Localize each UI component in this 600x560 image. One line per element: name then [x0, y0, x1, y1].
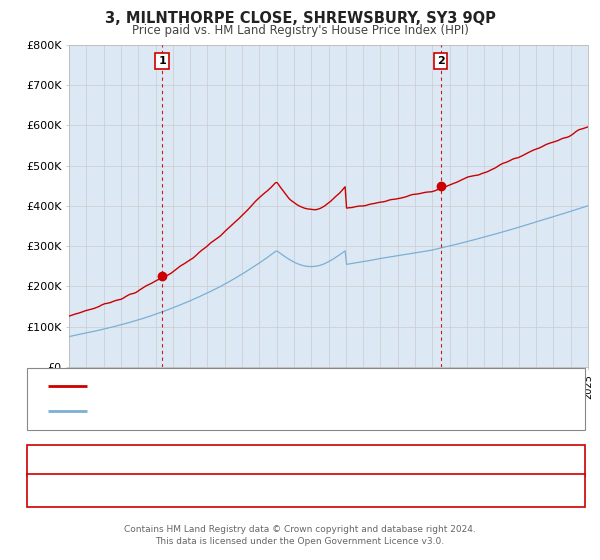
Text: Contains HM Land Registry data © Crown copyright and database right 2024.: Contains HM Land Registry data © Crown c… [124, 525, 476, 534]
Text: 62% ↑ HPI: 62% ↑ HPI [444, 486, 504, 496]
Text: 3, MILNTHORPE CLOSE, SHREWSBURY, SY3 9QP (detached house): 3, MILNTHORPE CLOSE, SHREWSBURY, SY3 9QP… [93, 381, 454, 391]
Text: 28-JUN-2016: 28-JUN-2016 [109, 486, 179, 496]
Text: 1: 1 [158, 56, 166, 66]
Text: 96% ↑ HPI: 96% ↑ HPI [444, 456, 504, 465]
Text: 3, MILNTHORPE CLOSE, SHREWSBURY, SY3 9QP: 3, MILNTHORPE CLOSE, SHREWSBURY, SY3 9QP [104, 11, 496, 26]
Text: Price paid vs. HM Land Registry's House Price Index (HPI): Price paid vs. HM Land Registry's House … [131, 24, 469, 36]
Text: This data is licensed under the Open Government Licence v3.0.: This data is licensed under the Open Gov… [155, 537, 445, 546]
Text: 2: 2 [53, 486, 61, 496]
Text: £450,000: £450,000 [304, 486, 356, 496]
Text: HPI: Average price, detached house, Shropshire: HPI: Average price, detached house, Shro… [93, 406, 354, 416]
Text: 17-MAY-2000: 17-MAY-2000 [108, 456, 180, 465]
Text: 1: 1 [53, 456, 61, 465]
Text: 2: 2 [437, 56, 445, 66]
Text: £225,000: £225,000 [304, 456, 356, 465]
